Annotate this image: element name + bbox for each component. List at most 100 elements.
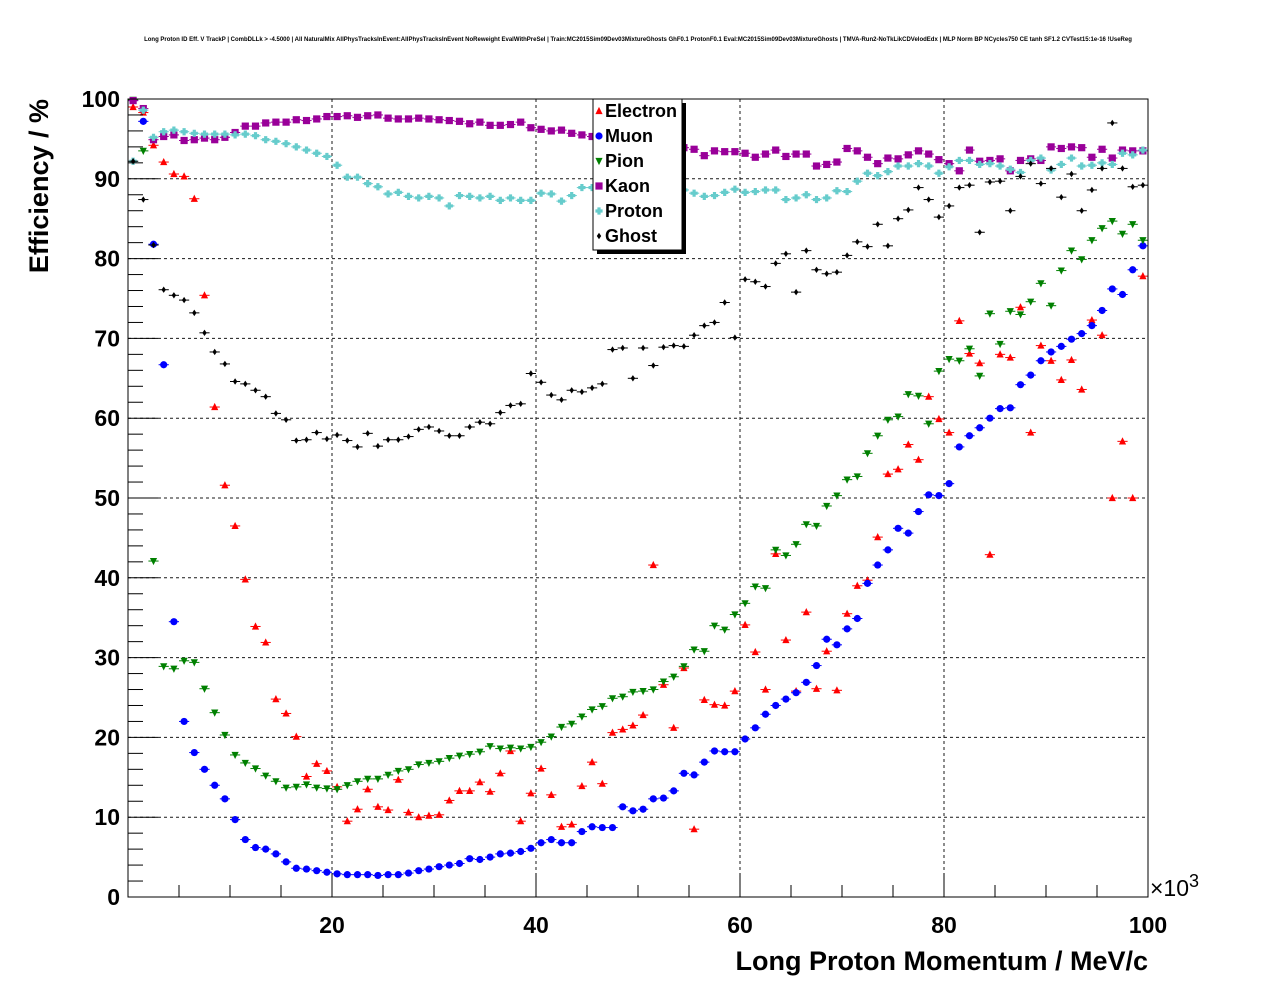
- series-kaon-point: [1016, 156, 1025, 165]
- series-proton-point: [527, 196, 535, 204]
- series-pion-point: [986, 310, 994, 318]
- series-pion-point: [761, 585, 770, 593]
- series-ghost-point: [957, 184, 962, 191]
- series-pion-point: [925, 420, 933, 428]
- series-ghost-point: [508, 402, 513, 409]
- series-muon-point: [925, 491, 933, 499]
- series-pion-point: [608, 695, 617, 703]
- series-muon-point: [272, 850, 280, 858]
- series-kaon-point: [190, 136, 198, 144]
- series-proton-point: [1129, 151, 1137, 159]
- series-ghost-point: [467, 423, 472, 431]
- series-pion-point: [231, 751, 239, 760]
- series-electron-point: [996, 350, 1004, 358]
- series-proton-point: [976, 160, 984, 169]
- series-electron-point: [374, 802, 382, 810]
- series-pion-point: [976, 372, 984, 381]
- series-proton-point: [170, 126, 178, 134]
- series-pion-point: [588, 706, 596, 714]
- series-pion-point: [1118, 230, 1127, 238]
- series-kaon-point: [476, 118, 484, 126]
- series-pion-point: [802, 521, 810, 529]
- series-proton-point: [986, 160, 994, 168]
- series-proton-point: [282, 140, 290, 148]
- series-electron-point: [588, 758, 596, 766]
- series-proton-point: [965, 156, 974, 165]
- series-proton-point: [190, 129, 198, 137]
- legend-electron-marker: [595, 106, 603, 115]
- series-muon-point: [731, 748, 739, 756]
- series-pion-point: [149, 557, 158, 566]
- series-electron-point: [282, 709, 290, 717]
- series-proton-point: [782, 195, 790, 204]
- series-electron-point: [149, 141, 158, 149]
- series-electron-point: [690, 825, 698, 833]
- y-tick-label: 40: [94, 565, 120, 591]
- series-ghost-point: [1120, 165, 1125, 172]
- series-proton-point: [1057, 160, 1065, 169]
- y-tick-label: 10: [94, 804, 120, 830]
- series-muon-point: [782, 695, 790, 703]
- series-proton-point: [761, 186, 770, 194]
- series-ghost-point: [457, 432, 462, 439]
- series-muon-point: [221, 795, 229, 803]
- series-pion-point: [1088, 237, 1096, 245]
- series-muon-point: [262, 845, 270, 853]
- series-electron-point: [129, 102, 137, 111]
- series-pion-point: [772, 546, 780, 554]
- series-ghost-point: [1048, 165, 1054, 172]
- series-ghost-point: [763, 283, 768, 290]
- legend-electron-label: Electron: [605, 101, 677, 121]
- series-proton-point: [812, 195, 821, 204]
- series-kaon-point: [782, 152, 790, 161]
- series-proton-point: [537, 189, 545, 197]
- data-points: [128, 96, 1148, 880]
- series-ghost-point: [640, 344, 646, 352]
- series-proton-point: [272, 137, 280, 145]
- series-muon-point: [1047, 348, 1055, 356]
- series-ghost-point: [436, 427, 442, 435]
- series-muon-point: [1027, 371, 1035, 379]
- y-tick-label: 100: [82, 86, 120, 112]
- series-electron-point: [812, 684, 821, 692]
- series-kaon-point: [1088, 153, 1096, 161]
- series-electron-point: [874, 533, 882, 541]
- series-pion-point: [180, 657, 188, 665]
- series-pion-point: [160, 663, 168, 671]
- series-ghost-point: [661, 343, 666, 351]
- series-proton-point: [945, 163, 953, 171]
- series-pion-point: [1129, 221, 1137, 229]
- legend-kaon-marker: [595, 182, 603, 190]
- series-muon-point: [741, 735, 749, 743]
- series-kaon-point: [1129, 147, 1137, 155]
- series-electron-point: [1057, 375, 1065, 383]
- series-pion-point: [996, 340, 1004, 349]
- series-pion-point: [302, 781, 311, 789]
- series-kaon-point: [272, 118, 280, 126]
- y-tick-label: 90: [94, 166, 120, 192]
- series-electron-point: [976, 359, 984, 367]
- series-muon-point: [955, 443, 963, 451]
- series-kaon-point: [496, 121, 504, 129]
- series-pion-point: [496, 745, 504, 753]
- series-electron-point: [445, 796, 453, 804]
- series-muon-point: [649, 795, 657, 803]
- series-pion-point: [843, 476, 851, 484]
- series-muon-point: [721, 748, 729, 756]
- series-muon-point: [802, 678, 810, 686]
- series-pion-point: [578, 713, 586, 721]
- series-ghost-point: [263, 393, 268, 400]
- y-tick-label: 80: [94, 246, 120, 272]
- series-ghost-point: [222, 360, 228, 368]
- legend-muon-marker: [595, 132, 603, 140]
- series-proton-point: [425, 192, 433, 200]
- series-muon-point: [323, 868, 331, 876]
- series-pion-point: [517, 745, 525, 753]
- series-electron-point: [425, 811, 433, 819]
- series-electron-point: [853, 581, 861, 589]
- series-electron-point: [925, 392, 933, 400]
- legend-pion-label: Pion: [605, 151, 644, 171]
- series-pion-point: [200, 685, 209, 693]
- series-kaon-point: [935, 156, 943, 164]
